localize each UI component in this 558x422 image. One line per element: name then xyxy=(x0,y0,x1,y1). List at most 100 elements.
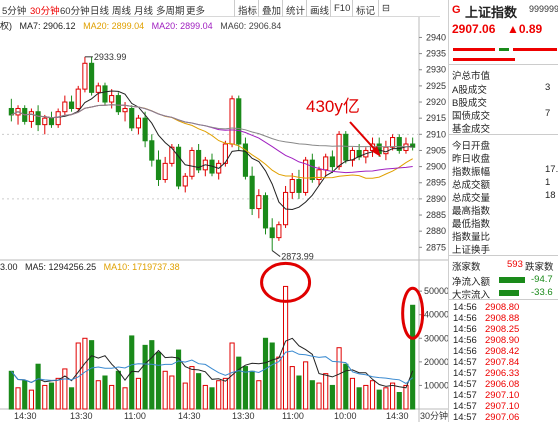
period-toolbar: 5分钟 30分钟 60分钟 日线 周线 月线 多周期 更多 指标 叠加 统计 画线 F10 标记 ⊟ xyxy=(0,0,440,17)
tick-price: 2908.25 xyxy=(485,324,520,335)
quote-stat-label: A股成交 xyxy=(452,85,487,96)
period-tab[interactable]: 日线 xyxy=(90,6,110,17)
volume-bar xyxy=(242,366,249,410)
market-badge: G xyxy=(452,4,461,16)
period-tab[interactable]: 月线 xyxy=(134,6,154,17)
money-flow-value: -94.7 xyxy=(531,274,553,285)
volume-bar xyxy=(155,351,162,410)
quote-panel: G 上证指数 999999 2907.06 ▲0.89 沪总市值 A股成交 3 B股成… xyxy=(448,0,558,422)
volume-bar xyxy=(349,377,356,410)
vol-axis-label: 30000 xyxy=(424,333,448,343)
period-tab[interactable]: 多周期 xyxy=(156,6,185,17)
price-axis-label: 2895 xyxy=(426,178,446,188)
volume-bar xyxy=(262,337,269,410)
candle-body xyxy=(182,175,188,187)
candle-body xyxy=(269,227,275,239)
price-axis-label: 2925 xyxy=(426,81,446,91)
candle-body xyxy=(48,117,55,126)
index-name[interactable]: 上证指数 xyxy=(465,5,518,20)
volume-value: 3.00 xyxy=(0,262,18,272)
volume-bar xyxy=(410,304,416,410)
volume-bar xyxy=(269,342,275,410)
tick-price: 2907.10 xyxy=(485,390,520,401)
candle-body xyxy=(303,159,309,193)
ma60-line xyxy=(11,104,413,148)
time-axis-label: 14:30 xyxy=(178,411,201,421)
quote-stat-label: 指数振幅 xyxy=(452,167,491,178)
period-tab[interactable]: 30分钟 xyxy=(30,6,60,17)
volume-bar xyxy=(89,340,95,410)
volume-bar xyxy=(129,335,135,410)
volume-bar xyxy=(283,285,289,410)
tick-price: 2907.84 xyxy=(485,357,520,368)
volume-bar xyxy=(356,387,362,410)
price-axis-label: 2930 xyxy=(426,65,446,75)
volume-bar xyxy=(122,387,128,410)
vol-axis-label: 50000 xyxy=(424,286,448,296)
volume-bar xyxy=(329,384,335,410)
panel-divider xyxy=(449,64,558,65)
ma20b-legend: MA20: 2899.04 xyxy=(151,21,213,31)
toolbar-button[interactable]: 指标 xyxy=(234,0,260,17)
kline-chart[interactable]: 2940 2935 2930 2925 2920 2915 2910 2905 2900 2895… xyxy=(0,17,448,422)
candle-body xyxy=(236,98,242,145)
low-pointer xyxy=(271,250,281,257)
volume-bar xyxy=(202,384,208,410)
candle-body xyxy=(396,137,402,151)
quote-stat-value: 18 xyxy=(545,190,556,201)
period-tab[interactable]: 周线 xyxy=(112,6,132,17)
volume-bar xyxy=(403,384,409,410)
vol-ma5-legend: MA5: 1294256.25 xyxy=(25,262,97,272)
ma60-legend: MA60: 2906.84 xyxy=(220,21,282,31)
period-tab[interactable]: 60分钟 xyxy=(60,6,90,17)
volume-bar xyxy=(323,373,329,410)
ma7-legend: MA7: 2906.12 xyxy=(19,21,76,31)
low-price-label: 2873.99 xyxy=(281,252,314,262)
panel-divider xyxy=(449,255,558,256)
volume-spike-circle xyxy=(260,261,312,303)
toolbar-button[interactable]: 叠加 xyxy=(258,0,284,17)
tick-time: 14:56 xyxy=(453,313,477,324)
money-flow-bar xyxy=(499,290,519,296)
period-tab[interactable]: 5分钟 xyxy=(2,6,27,17)
tick-price: 2907.10 xyxy=(485,401,520,412)
toolbar-button[interactable]: 统计 xyxy=(282,0,308,17)
time-axis-label: 10:00 xyxy=(334,411,357,421)
quote-stat-label: 指数量比 xyxy=(452,232,491,243)
annotation-arrow xyxy=(349,121,379,154)
candle-body xyxy=(68,101,75,109)
volume-bar xyxy=(396,392,402,410)
candle-body xyxy=(316,169,322,181)
quote-stat-value: 7 xyxy=(545,108,551,119)
price-axis-label: 2910 xyxy=(426,129,446,139)
period-tab[interactable]: 更多 xyxy=(186,6,206,17)
quote-stat-label: 今日开盘 xyxy=(452,141,491,152)
toolbar-button[interactable]: 标记 xyxy=(352,0,378,17)
candle-body xyxy=(390,137,396,148)
tick-time: 14:56 xyxy=(453,346,477,357)
volume-bar xyxy=(383,387,389,410)
candle-body xyxy=(89,62,95,93)
candle-body xyxy=(336,133,342,168)
bid-ask-bar xyxy=(453,48,557,51)
toolbar-button[interactable]: ⊟ xyxy=(378,0,393,17)
candle-body xyxy=(242,143,249,177)
quote-stat-label: 基金成交 xyxy=(452,124,491,135)
volume-bar xyxy=(390,382,396,410)
candle-body xyxy=(28,111,34,122)
candle-body xyxy=(323,156,329,171)
volume-bar xyxy=(276,356,282,410)
quote-stat-label: 最低指数 xyxy=(452,219,491,230)
money-flow-label: 净流入额 xyxy=(452,277,491,288)
volume-bar xyxy=(196,373,202,410)
price-axis-label: 2890 xyxy=(426,194,446,204)
vol-ma5-line xyxy=(10,337,414,389)
volume-bar xyxy=(55,377,61,410)
toolbar-button[interactable]: 画线 xyxy=(306,0,332,17)
quote-stat-value: 3 xyxy=(545,82,551,93)
toolbar-button[interactable]: F10 xyxy=(330,0,353,17)
candle-body xyxy=(175,146,182,187)
price-axis-label: 2900 xyxy=(426,162,446,172)
volume-bar xyxy=(296,375,302,410)
volume-bar xyxy=(369,380,376,410)
